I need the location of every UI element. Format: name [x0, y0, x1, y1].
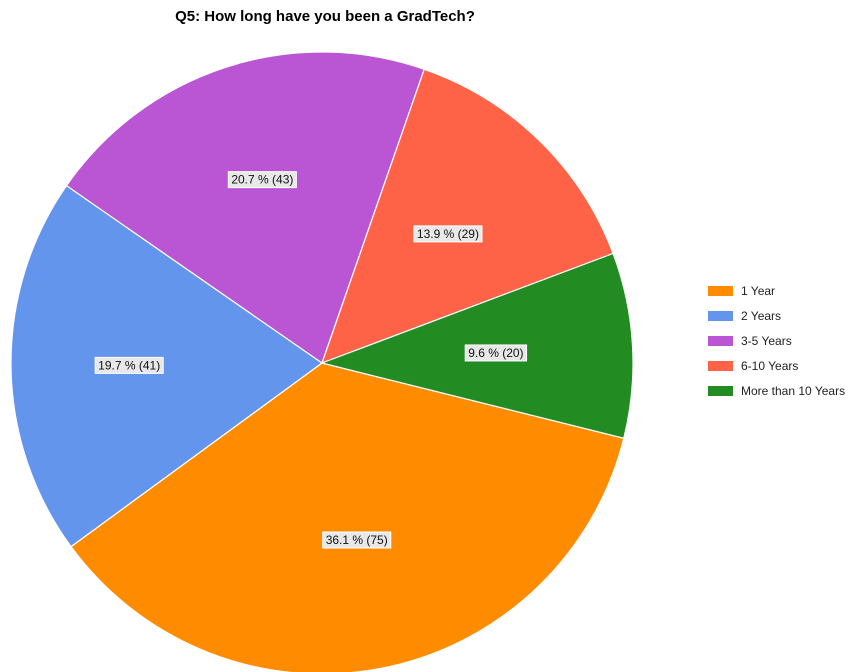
legend-swatch [708, 360, 733, 371]
pie-slices [10, 51, 634, 672]
legend-item-1-year: 1 Year [708, 278, 845, 303]
legend-item-more-than-10-years: More than 10 Years [708, 378, 845, 403]
svg-text:19.7 % (41): 19.7 % (41) [98, 358, 160, 372]
legend-item-2-years: 2 Years [708, 303, 845, 328]
legend-item-6-10-years: 6-10 Years [708, 353, 845, 378]
legend-swatch [708, 385, 733, 396]
chart-title: Q5: How long have you been a GradTech? [175, 8, 475, 25]
pie-data-labels: 36.1 % (75) 19.7 % (41) 20.7 % (43) 13.9 % … [94, 171, 528, 549]
legend-swatch [708, 285, 733, 296]
legend-item-3-5-years: 3-5 Years [708, 328, 845, 353]
legend-swatch [708, 335, 733, 346]
legend: 1 Year 2 Years 3-5 Years 6-10 Years More tha… [708, 278, 845, 403]
svg-text:9.6 % (20): 9.6 % (20) [468, 346, 523, 360]
svg-text:20.7 % (43): 20.7 % (43) [231, 173, 293, 187]
legend-label: More than 10 Years [741, 383, 846, 398]
pie-chart: 36.1 % (75) 19.7 % (41) 20.7 % (43) 13.9 % … [10, 51, 634, 672]
legend-swatch [708, 310, 733, 321]
svg-text:36.1 % (75): 36.1 % (75) [326, 533, 388, 547]
pie-slice-2-years [10, 184, 324, 548]
pie-slice-3-5-years [65, 51, 426, 364]
pie-slice-6-10-years [321, 68, 614, 365]
data-label-more-than-10-years: 9.6 % (20) [464, 344, 528, 362]
data-label-2-years: 19.7 % (41) [94, 356, 164, 374]
legend-label: 2 Years [741, 308, 782, 323]
legend-label: 3-5 Years [741, 333, 792, 348]
data-label-1-year: 36.1 % (75) [322, 531, 392, 549]
legend-label: 1 Year [741, 283, 776, 298]
data-label-3-5-years: 20.7 % (43) [227, 171, 297, 189]
pie-slice-1-year [70, 362, 625, 672]
data-label-6-10-years: 13.9 % (29) [413, 225, 483, 243]
svg-text:13.9 % (29): 13.9 % (29) [417, 227, 479, 241]
legend-label: 6-10 Years [741, 358, 799, 373]
